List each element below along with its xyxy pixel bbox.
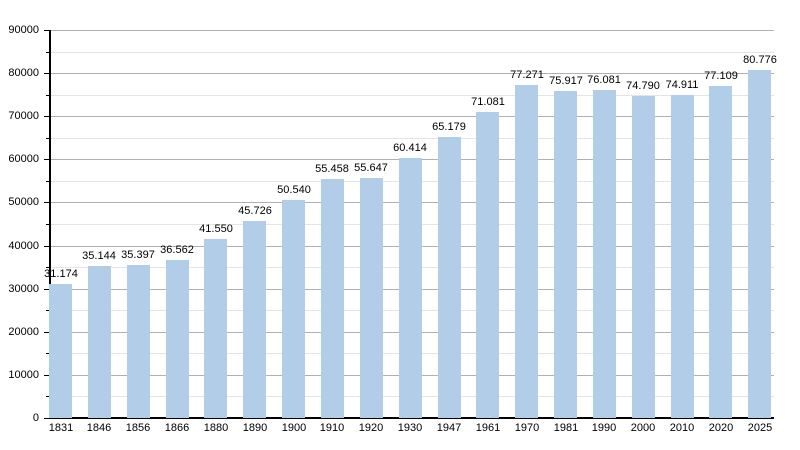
x-axis-line bbox=[49, 417, 774, 419]
y-gridline-major bbox=[50, 116, 774, 117]
x-tick-label: 2020 bbox=[708, 422, 734, 434]
y-tick-minor bbox=[46, 224, 50, 225]
x-tick-label: 1846 bbox=[86, 422, 112, 434]
bar bbox=[709, 86, 732, 418]
bar-value-label: 74.911 bbox=[665, 79, 699, 91]
bar bbox=[476, 112, 499, 418]
bar bbox=[243, 221, 266, 418]
y-tick-major bbox=[44, 332, 50, 333]
y-tick-label: 40000 bbox=[8, 240, 39, 252]
y-tick-label: 70000 bbox=[8, 110, 39, 122]
y-tick-major bbox=[44, 202, 50, 203]
x-tick-label: 1900 bbox=[281, 422, 307, 434]
y-tick-label: 30000 bbox=[8, 283, 39, 295]
bar bbox=[127, 265, 150, 418]
bar-value-label: 60.414 bbox=[393, 142, 427, 154]
y-tick-minor bbox=[46, 138, 50, 139]
bar-value-label: 76.081 bbox=[587, 74, 621, 86]
x-tick-label: 1990 bbox=[591, 422, 617, 434]
bar-value-label: 75.917 bbox=[549, 75, 583, 87]
x-tick-label: 2010 bbox=[669, 422, 695, 434]
x-tick-label: 1866 bbox=[164, 422, 190, 434]
bar-value-label: 74.790 bbox=[626, 80, 660, 92]
y-tick-label: 80000 bbox=[8, 67, 39, 79]
bar bbox=[554, 91, 577, 418]
y-tick-major bbox=[44, 289, 50, 290]
x-tick-label: 1831 bbox=[48, 422, 74, 434]
bar-value-label: 50.540 bbox=[277, 184, 311, 196]
y-tick-label: 10000 bbox=[8, 369, 39, 381]
bar-value-label: 55.647 bbox=[354, 162, 388, 174]
y-tick-minor bbox=[46, 267, 50, 268]
x-tick-label: 2025 bbox=[747, 422, 773, 434]
y-tick-minor bbox=[46, 52, 50, 53]
bar bbox=[166, 260, 189, 418]
bar-value-label: 31.174 bbox=[44, 268, 78, 280]
y-tick-label: 50000 bbox=[8, 196, 39, 208]
bar bbox=[748, 70, 771, 418]
y-gridline-minor bbox=[50, 138, 774, 139]
bar bbox=[671, 95, 694, 418]
y-tick-label: 60000 bbox=[8, 153, 39, 165]
y-tick-minor bbox=[46, 353, 50, 354]
bar-value-label: 36.562 bbox=[160, 244, 194, 256]
y-tick-major bbox=[44, 375, 50, 376]
x-tick-label: 1981 bbox=[553, 422, 579, 434]
y-tick-major bbox=[44, 73, 50, 74]
x-tick-label: 1947 bbox=[436, 422, 462, 434]
y-tick-major bbox=[44, 418, 50, 419]
y-tick-major bbox=[44, 116, 50, 117]
bar bbox=[321, 179, 344, 418]
y-gridline-minor bbox=[50, 52, 774, 53]
bar bbox=[88, 266, 111, 418]
x-tick-label: 1920 bbox=[358, 422, 384, 434]
bar bbox=[515, 85, 538, 418]
y-tick-label: 0 bbox=[32, 412, 39, 424]
bar bbox=[282, 200, 305, 418]
y-tick-major bbox=[44, 246, 50, 247]
bar bbox=[632, 96, 655, 418]
y-gridline-major bbox=[50, 30, 774, 31]
x-tick-label: 2000 bbox=[630, 422, 656, 434]
y-gridline-minor bbox=[50, 95, 774, 96]
y-gridline-major bbox=[50, 73, 774, 74]
y-tick-minor bbox=[46, 181, 50, 182]
bar-value-label: 77.271 bbox=[510, 69, 544, 81]
y-tick-label: 20000 bbox=[8, 326, 39, 338]
x-tick-label: 1930 bbox=[397, 422, 423, 434]
bar-value-label: 71.081 bbox=[471, 96, 505, 108]
bar bbox=[438, 137, 461, 418]
x-tick-label: 1890 bbox=[242, 422, 268, 434]
y-tick-major bbox=[44, 159, 50, 160]
y-tick-label: 90000 bbox=[8, 24, 39, 36]
y-tick-minor bbox=[46, 396, 50, 397]
bar bbox=[49, 284, 72, 418]
bar bbox=[593, 90, 616, 418]
y-axis-line bbox=[49, 30, 51, 419]
bar bbox=[360, 178, 383, 418]
bar-value-label: 77.109 bbox=[704, 70, 738, 82]
y-tick-major bbox=[44, 30, 50, 31]
x-tick-label: 1856 bbox=[125, 422, 151, 434]
bar-value-label: 41.550 bbox=[199, 223, 233, 235]
bar-value-label: 35.397 bbox=[121, 249, 155, 261]
bar bbox=[399, 158, 422, 418]
y-tick-minor bbox=[46, 95, 50, 96]
bar-value-label: 65.179 bbox=[432, 121, 466, 133]
bar bbox=[204, 239, 227, 418]
bar-value-label: 80.776 bbox=[743, 54, 777, 66]
bar-value-label: 35.144 bbox=[82, 250, 116, 262]
x-tick-label: 1880 bbox=[203, 422, 229, 434]
x-tick-label: 1910 bbox=[319, 422, 345, 434]
y-tick-minor bbox=[46, 310, 50, 311]
bar-value-label: 55.458 bbox=[315, 163, 349, 175]
x-tick-label: 1961 bbox=[475, 422, 501, 434]
x-tick-label: 1970 bbox=[514, 422, 540, 434]
bar-value-label: 45.726 bbox=[238, 205, 272, 217]
